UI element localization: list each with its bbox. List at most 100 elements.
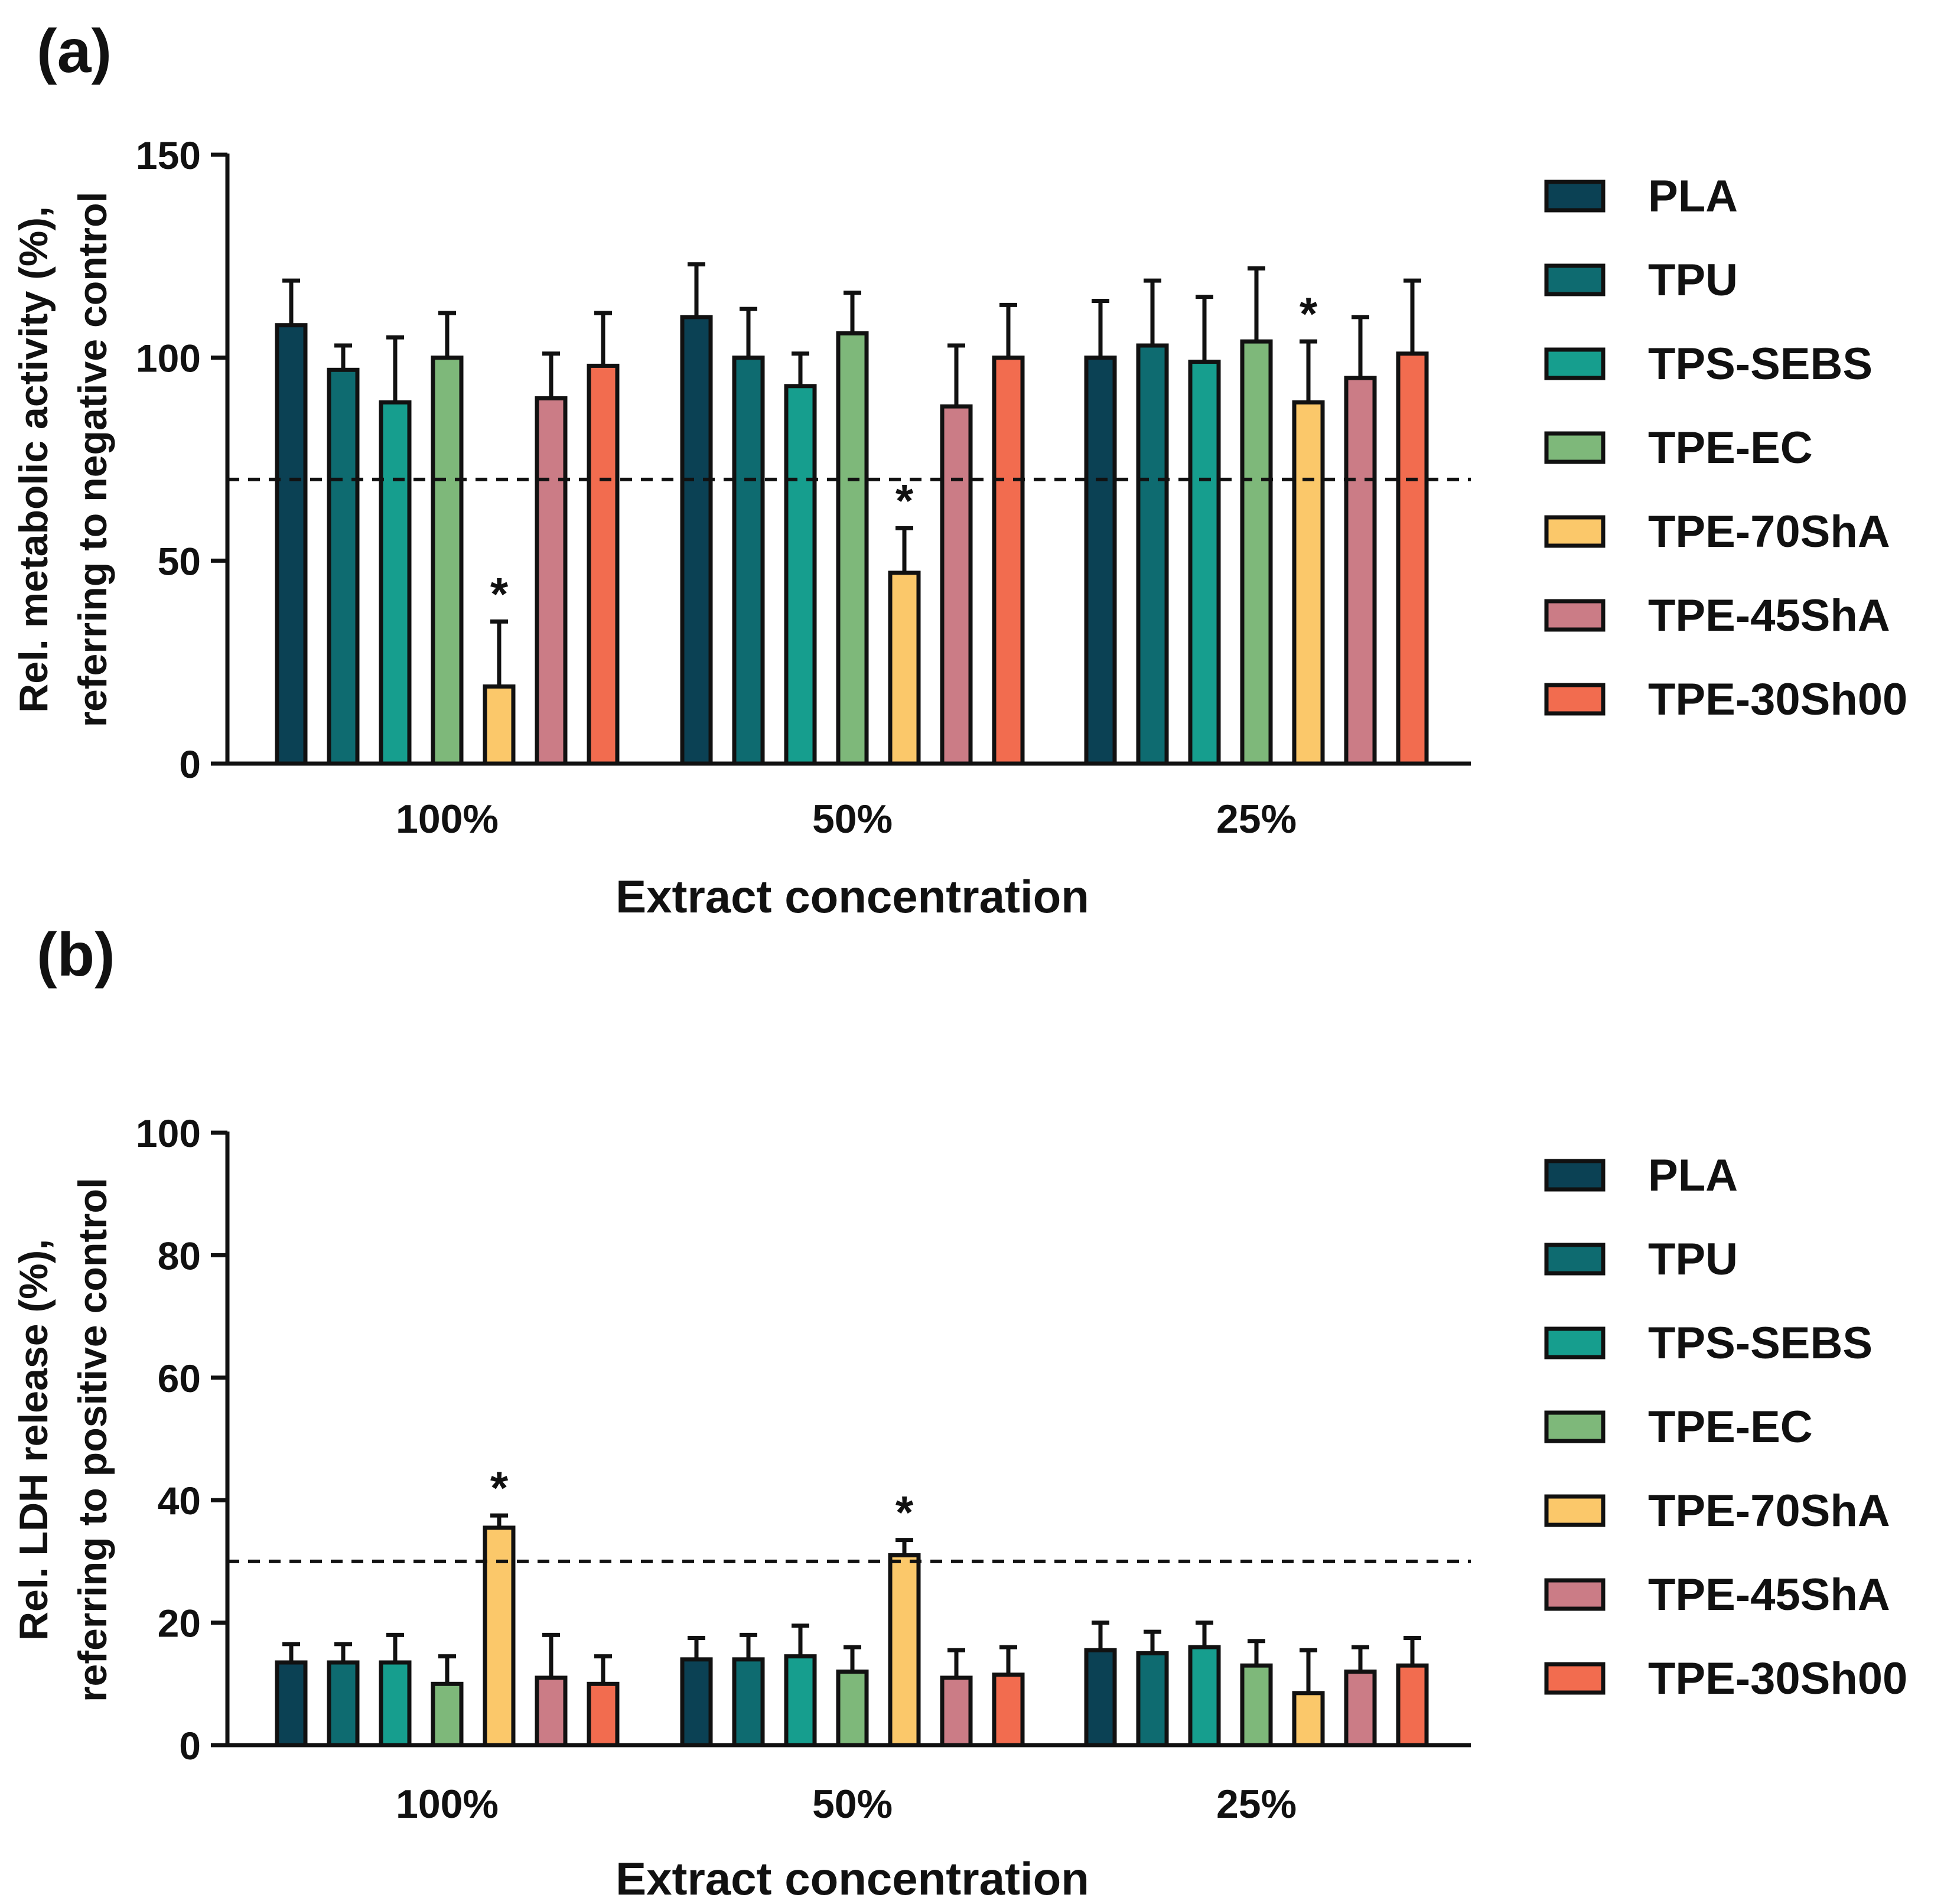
bar [888,1553,921,1747]
bar [1396,1663,1429,1747]
legend-swatch [1544,347,1606,380]
x-tick-label: 100% [396,1782,499,1827]
bar [431,356,464,766]
y-tick-label: 150 [136,133,201,177]
legend-label: TPE-30Sh00 [1648,1654,1907,1704]
y-tick-label: 100 [136,1111,201,1155]
y-tick-label: 50 [158,539,201,583]
x-tick-label: 50% [812,1782,893,1827]
bar [784,384,817,766]
legend-label: TPS-SEBS [1648,339,1873,389]
bar [1396,351,1429,766]
legend-label: TPE-70ShA [1648,507,1890,557]
legend-swatch [1544,431,1606,464]
bar [327,1660,360,1747]
bar [535,1675,568,1747]
legend-label: TPE-70ShA [1648,1486,1890,1536]
bar [1136,343,1169,766]
bar [431,1681,464,1747]
bar [483,1525,516,1747]
bar [992,1672,1025,1747]
y-axis-title-line2: referring to positive control [70,1178,115,1702]
y-tick-label: 20 [158,1602,201,1645]
bar [379,1660,412,1747]
y-axis-title-line2: referring to negative control [70,192,115,728]
legend-label: TPU [1648,1234,1738,1284]
y-axis-title-line1: Rel. metabolic activity (%), [11,206,56,713]
bar [587,363,620,766]
bar [1240,1663,1273,1747]
y-tick-label: 60 [158,1357,201,1400]
bar [1344,1670,1377,1747]
y-axis-title-line1: Rel. LDH release (%), [11,1239,56,1641]
x-tick-label: 25% [1216,797,1297,842]
y-tick-label: 0 [179,1724,201,1768]
legend-label: TPE-45ShA [1648,591,1890,641]
significance-marker: * [490,1462,509,1514]
bar [1188,360,1221,766]
bar [275,1660,308,1747]
x-axis-title: Extract concentration [616,871,1089,922]
bar [587,1681,620,1747]
bar [1084,1648,1117,1747]
bar [836,1670,869,1747]
bar [680,315,713,766]
bar [1292,1691,1325,1747]
legend-swatch [1544,1578,1606,1611]
legend-label: TPE-30Sh00 [1648,674,1907,725]
bar [1240,339,1273,766]
bar [732,1657,765,1747]
panel-label: (b) [37,921,115,989]
bar [940,1675,973,1747]
legend-swatch [1544,1662,1606,1695]
legend-label: TPE-45ShA [1648,1570,1890,1620]
legend-swatch [1544,1243,1606,1276]
bar [379,400,412,766]
bar [888,570,921,766]
y-tick-label: 100 [136,337,201,380]
x-tick-label: 100% [396,797,499,842]
bar [836,331,869,766]
bar [1292,400,1325,766]
bar [483,684,516,766]
x-axis-title: Extract concentration [616,1853,1089,1904]
bar [275,323,308,766]
bar [680,1657,713,1747]
significance-marker: * [896,1486,914,1538]
y-tick-label: 40 [158,1479,201,1522]
legend-swatch [1544,1159,1606,1192]
bar [1084,356,1117,766]
legend-label: TPE-EC [1648,423,1813,473]
legend-swatch [1544,180,1606,213]
legend-label: TPU [1648,255,1738,305]
bar [535,396,568,766]
legend-swatch [1544,599,1606,632]
panel-label: (a) [37,17,112,86]
legend-label: PLA [1648,1150,1738,1201]
legend-label: PLA [1648,171,1738,221]
y-tick-label: 0 [179,742,201,786]
bar [1344,376,1377,766]
y-tick-label: 80 [158,1234,201,1277]
bar [992,356,1025,766]
x-tick-label: 25% [1216,1782,1297,1827]
bar [1188,1645,1221,1747]
legend-swatch [1544,515,1606,548]
bar [732,356,765,766]
legend-swatch [1544,1494,1606,1527]
legend-label: TPE-EC [1648,1402,1813,1452]
significance-marker: * [1300,288,1318,340]
legend-swatch [1544,1410,1606,1443]
bar [784,1654,817,1747]
significance-marker: * [490,568,509,620]
bar [940,404,973,766]
x-tick-label: 50% [812,797,893,842]
legend-label: TPS-SEBS [1648,1318,1873,1368]
legend-swatch [1544,263,1606,296]
significance-marker: * [896,474,914,526]
bar [327,367,360,766]
legend-swatch [1544,1326,1606,1359]
legend-swatch [1544,683,1606,716]
bar [1136,1651,1169,1747]
